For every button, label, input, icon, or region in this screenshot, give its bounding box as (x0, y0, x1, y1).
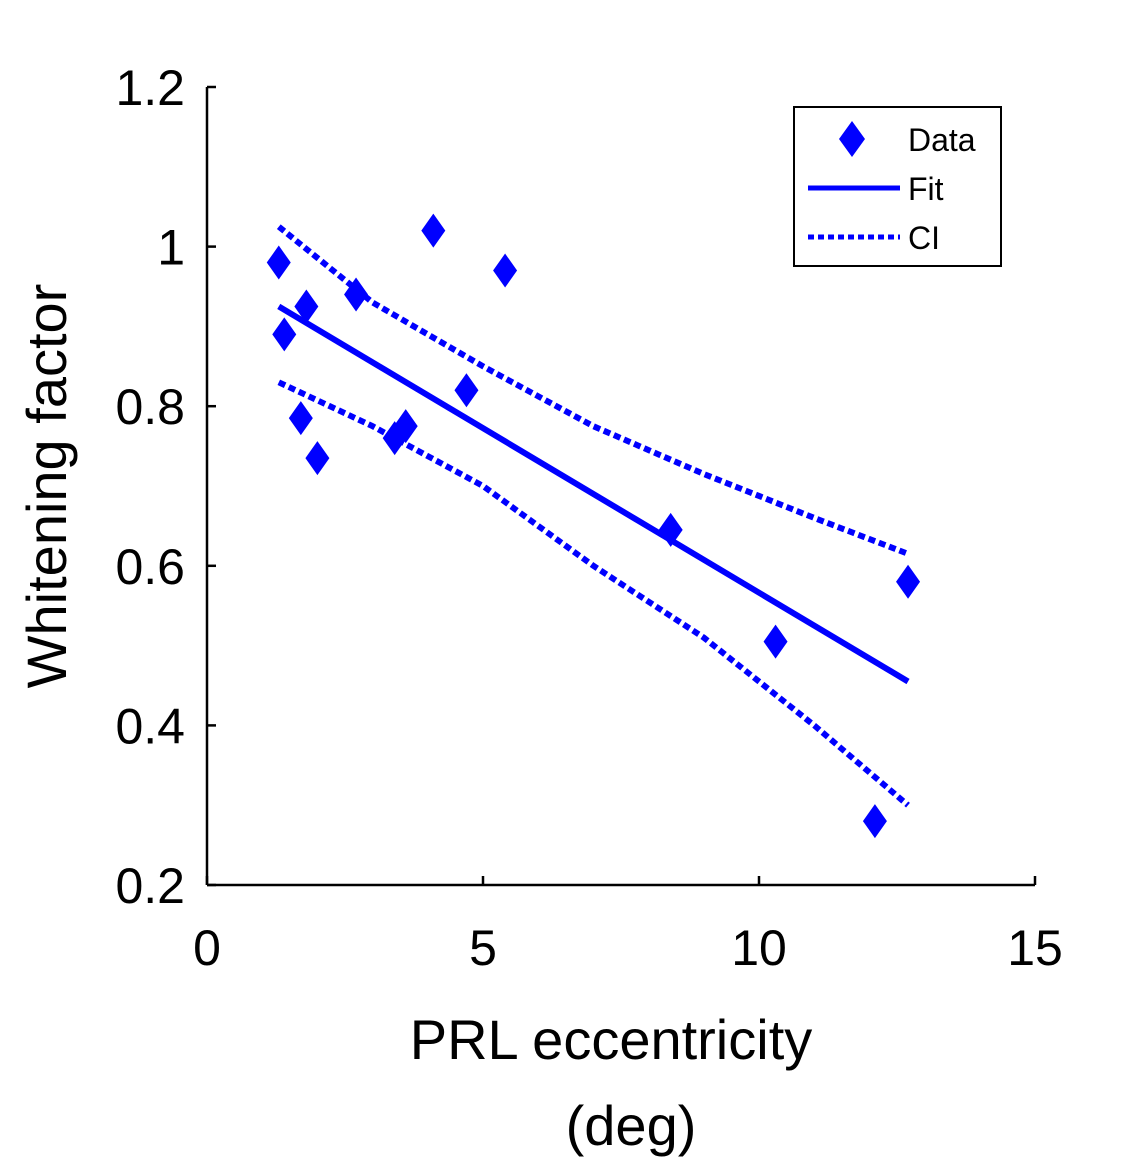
fit-line (277, 303, 910, 685)
data-point (288, 401, 313, 436)
axes (205, 87, 1035, 887)
legend-data-marker (839, 121, 865, 157)
y-tick-label: 0.4 (115, 698, 185, 754)
data-point (658, 512, 683, 547)
x-tick-label: 15 (1007, 920, 1063, 976)
y-tick-label: 0.2 (115, 858, 185, 914)
x-tick-label: 0 (193, 920, 221, 976)
ci-lower-line (277, 379, 910, 808)
data-point (393, 409, 418, 444)
data-point (294, 289, 319, 324)
x-axis-title-line-1: PRL eccentricity (410, 1008, 813, 1071)
ci-upper-line (276, 224, 910, 557)
legend: Data Fit CI (793, 106, 1002, 267)
data-point (266, 245, 291, 280)
data-point (493, 253, 518, 288)
legend-data-label: Data (908, 122, 976, 158)
data-point (421, 213, 446, 248)
legend-ci-label: CI (908, 220, 940, 256)
x-tick-label: 5 (469, 920, 497, 976)
y-tick-label: 0.6 (115, 539, 185, 595)
legend-fit-label: Fit (908, 171, 944, 207)
data-point (862, 804, 887, 839)
y-tick-label: 1.2 (115, 60, 185, 116)
ticks: 0 5 10 15 0.2 0.4 0.6 0.8 1 1.2 (115, 60, 1062, 976)
y-tick-label: 1 (157, 220, 185, 276)
x-tick-label: 10 (731, 920, 787, 976)
data-point (305, 441, 330, 476)
data-point (896, 564, 921, 599)
series-layer (266, 213, 921, 839)
data-point (272, 317, 297, 352)
data-point (344, 277, 369, 312)
data-point (763, 624, 788, 659)
y-axis-title: Whitening factor (15, 284, 78, 689)
y-tick-label: 0.8 (115, 379, 185, 435)
data-point (454, 373, 479, 408)
x-axis-title-line-2: (deg) (566, 1094, 697, 1157)
